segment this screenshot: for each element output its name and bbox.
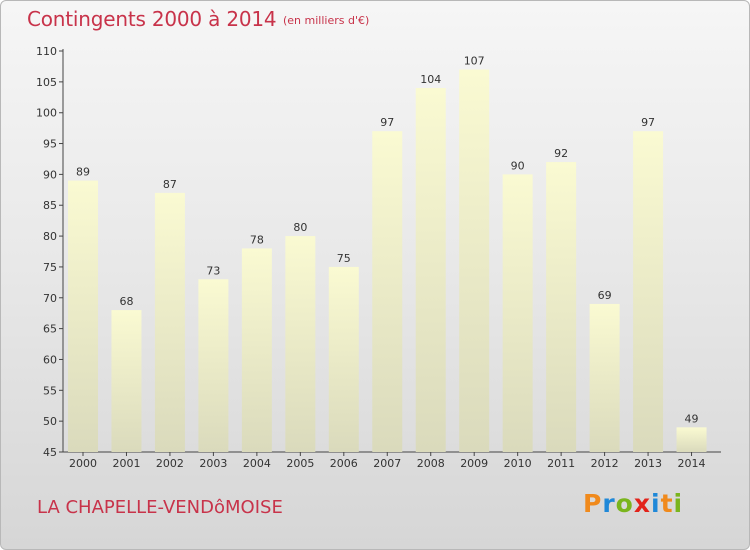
x-tick-label: 2002 [156,457,184,470]
bar-value-label: 89 [76,166,90,179]
bar-value-label: 97 [641,116,655,129]
logo-letter: i [673,489,684,518]
proxiti-logo: Proxiti [583,489,683,518]
bar [68,180,98,453]
bar [589,303,620,452]
logo-letter: r [602,489,616,518]
bar [241,248,272,452]
logo-letter: x [633,489,651,518]
y-tick-label: 100 [36,107,57,120]
bar [459,69,490,452]
y-tick-label: 105 [36,76,57,89]
y-tick-label: 110 [36,45,57,58]
bar-value-label: 90 [511,159,525,172]
y-tick-label: 90 [43,168,57,181]
logo-letter: t [660,489,674,518]
bar-value-label: 92 [554,147,568,160]
x-tick-label: 2014 [678,457,706,470]
bar [633,131,664,452]
bar [111,310,142,452]
bar [154,192,185,452]
x-tick-label: 2006 [330,457,358,470]
x-tick-label: 2010 [504,457,532,470]
bar [328,266,359,452]
bar [676,427,707,452]
x-tick-label: 2007 [373,457,401,470]
bar-value-label: 87 [163,178,177,191]
y-tick-label: 85 [43,199,57,212]
bar [502,174,533,452]
bar [372,131,403,452]
x-tick-label: 2008 [417,457,445,470]
bar-value-label: 73 [206,264,220,277]
chart-title: Contingents 2000 à 2014 [27,7,277,31]
chart-subtitle: (en milliers d'€) [283,14,370,27]
x-tick-label: 2011 [547,457,575,470]
x-tick-label: 2000 [69,457,97,470]
bar-value-label: 107 [464,55,485,68]
bar-value-label: 68 [119,295,133,308]
x-tick-label: 2012 [591,457,619,470]
bar [198,279,229,452]
x-tick-label: 2013 [634,457,662,470]
logo-letter: o [615,489,634,518]
x-tick-label: 2001 [112,457,140,470]
y-tick-label: 70 [43,292,57,305]
bar [415,88,446,452]
logo-letter: i [651,489,661,518]
x-tick-label: 2003 [199,457,227,470]
bar-value-label: 97 [380,116,394,129]
y-tick-label: 45 [43,446,57,459]
y-tick-label: 55 [43,384,57,397]
place-name: LA CHAPELLE-VENDôMOISE [37,497,283,518]
y-tick-label: 65 [43,323,57,336]
x-tick-label: 2009 [460,457,488,470]
x-tick-label: 2005 [286,457,314,470]
bar-value-label: 49 [685,412,699,425]
y-tick-label: 95 [43,138,57,151]
bar [546,162,577,453]
bar-value-label: 80 [293,221,307,234]
y-tick-label: 80 [43,230,57,243]
bar [285,236,316,452]
y-tick-label: 50 [43,415,57,428]
bar-value-label: 69 [598,289,612,302]
y-tick-label: 60 [43,353,57,366]
logo-letter: P [583,489,603,518]
y-tick-label: 75 [43,261,57,274]
x-tick-label: 2004 [243,457,271,470]
bar-value-label: 104 [420,73,441,86]
bar-value-label: 78 [250,233,264,246]
bar-value-label: 75 [337,252,351,265]
